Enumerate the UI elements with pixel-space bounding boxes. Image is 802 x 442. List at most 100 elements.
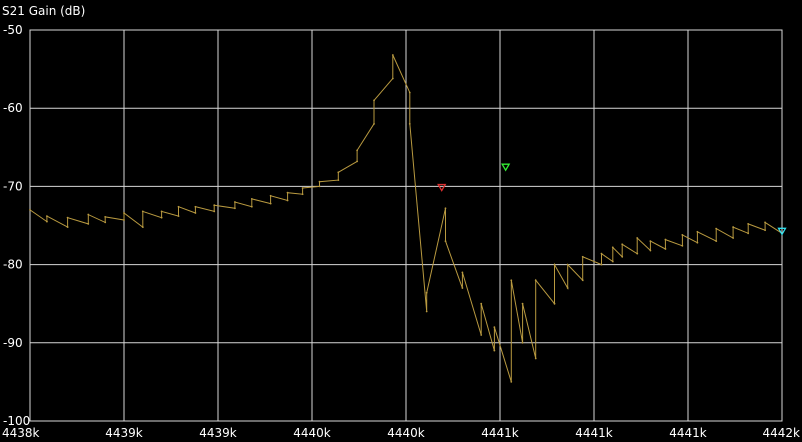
data-point: [194, 205, 197, 208]
data-point: [46, 215, 48, 218]
data-point: [408, 122, 411, 125]
y-tick-label: -90: [3, 336, 23, 350]
data-point: [510, 279, 513, 282]
data-point: [715, 227, 718, 230]
data-point: [373, 99, 375, 102]
data-point: [425, 310, 428, 313]
data-point: [104, 215, 107, 218]
data-point: [337, 179, 340, 182]
x-tick-label: 4441k: [669, 426, 707, 440]
data-point: [160, 216, 163, 219]
data-point: [286, 191, 289, 194]
data-point: [160, 210, 163, 213]
data-point: [732, 226, 735, 228]
data-point: [715, 240, 718, 243]
marker-triangle-3[interactable]: [777, 227, 787, 236]
data-point: [664, 248, 667, 250]
data-point: [234, 201, 236, 203]
x-tick-label: 4441k: [575, 426, 613, 440]
y-tick-label: -60: [3, 101, 23, 115]
data-point: [104, 221, 107, 224]
data-point: [301, 193, 304, 196]
x-tick-label: 4439k: [105, 426, 143, 440]
data-point: [318, 185, 321, 188]
x-tick-label: 4439k: [199, 426, 237, 440]
data-point: [510, 381, 513, 383]
data-point: [286, 199, 289, 202]
x-tick-label: 4441k: [481, 426, 519, 440]
data-point: [194, 212, 197, 214]
grid-lines: [30, 30, 782, 421]
data-point: [600, 263, 603, 266]
y-axis-ticks: -50 -60 -70 -80 -90 -100: [3, 23, 30, 428]
data-point: [566, 287, 569, 289]
data-point: [46, 220, 48, 223]
data-point: [29, 208, 31, 211]
data-point: [87, 213, 90, 216]
data-point: [681, 233, 684, 236]
data-point: [356, 149, 359, 152]
marker-layer: [437, 163, 787, 236]
data-point: [337, 171, 340, 174]
data-point: [636, 237, 639, 239]
data-point: [301, 187, 304, 189]
data-point: [123, 219, 125, 221]
trace-layer: [29, 54, 783, 383]
data-point: [250, 205, 253, 208]
marker-triangle-1[interactable]: [437, 183, 447, 192]
data-point: [250, 198, 253, 200]
data-point: [461, 287, 464, 289]
data-point: [444, 240, 447, 243]
data-point: [391, 54, 394, 56]
data-point: [732, 237, 735, 239]
data-point: [269, 202, 272, 205]
data-point: [611, 260, 614, 263]
data-point: [66, 216, 69, 219]
chart-title: S21 Gain (dB): [2, 4, 85, 18]
data-point: [493, 349, 496, 352]
data-point: [87, 223, 90, 225]
data-point: [553, 263, 556, 266]
data-point: [318, 180, 321, 183]
data-point: [747, 232, 750, 235]
y-tick-label: -80: [3, 258, 23, 272]
data-point: [66, 226, 69, 228]
data-point: [425, 291, 428, 294]
x-tick-label: 4442k: [763, 426, 801, 440]
data-point: [747, 223, 750, 225]
data-point: [444, 207, 447, 210]
data-point: [356, 160, 359, 163]
data-point: [600, 252, 603, 255]
data-point: [177, 215, 180, 218]
data-point: [391, 77, 394, 80]
y-tick-label: -100: [3, 414, 30, 428]
data-point: [521, 302, 524, 305]
data-point: [534, 279, 537, 282]
data-point: [461, 271, 464, 274]
data-point: [581, 255, 584, 258]
data-point: [213, 204, 216, 207]
data-point: [566, 263, 569, 266]
x-tick-label: 4440k: [293, 426, 331, 440]
data-point: [621, 255, 624, 258]
data-point: [141, 226, 144, 228]
data-point: [649, 249, 652, 252]
data-point: [123, 212, 125, 214]
data-point: [213, 210, 216, 213]
y-tick-label: -70: [3, 179, 23, 193]
data-point: [696, 241, 699, 244]
x-tick-label: 4440k: [387, 426, 425, 440]
data-point: [611, 246, 614, 249]
marker-triangle-2[interactable]: [501, 163, 511, 172]
data-point: [553, 302, 556, 305]
data-point: [493, 326, 496, 329]
data-point: [636, 252, 639, 255]
data-point: [234, 207, 236, 210]
plot-frame: [29, 29, 783, 422]
x-tick-label: 4438k: [2, 426, 40, 440]
data-point: [534, 357, 537, 360]
data-point: [764, 221, 766, 224]
data-point: [480, 302, 483, 305]
data-point: [373, 122, 375, 125]
